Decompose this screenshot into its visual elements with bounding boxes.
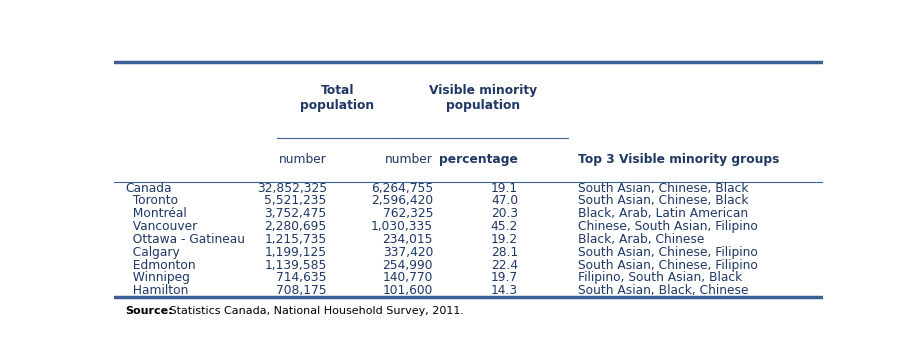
Text: 337,420: 337,420 (383, 246, 433, 259)
Text: Winnipeg: Winnipeg (125, 271, 190, 285)
Text: 6,264,755: 6,264,755 (371, 182, 433, 195)
Text: 2,280,695: 2,280,695 (264, 220, 327, 233)
Text: 22.4: 22.4 (491, 258, 518, 272)
Text: Ottawa - Gatineau: Ottawa - Gatineau (125, 233, 245, 246)
Text: South Asian, Chinese, Black: South Asian, Chinese, Black (579, 182, 749, 195)
Text: 32,852,325: 32,852,325 (257, 182, 327, 195)
Text: 45.2: 45.2 (491, 220, 518, 233)
Text: Montréal: Montréal (125, 207, 186, 220)
Text: 101,600: 101,600 (383, 284, 433, 297)
Text: Toronto: Toronto (125, 195, 178, 207)
Text: 708,175: 708,175 (276, 284, 327, 297)
Text: 14.3: 14.3 (491, 284, 518, 297)
Text: 1,030,335: 1,030,335 (371, 220, 433, 233)
Text: 234,015: 234,015 (382, 233, 433, 246)
Text: Edmonton: Edmonton (125, 258, 196, 272)
Text: 140,770: 140,770 (383, 271, 433, 285)
Text: 47.0: 47.0 (491, 195, 518, 207)
Text: 28.1: 28.1 (491, 246, 518, 259)
Text: Source:: Source: (125, 306, 173, 316)
Text: Top 3 Visible minority groups: Top 3 Visible minority groups (579, 153, 780, 166)
Text: South Asian, Chinese, Filipino: South Asian, Chinese, Filipino (579, 258, 758, 272)
Text: Total
population: Total population (301, 84, 375, 112)
Text: Filipino, South Asian, Black: Filipino, South Asian, Black (579, 271, 742, 285)
Text: Visible minority
population: Visible minority population (429, 84, 537, 112)
Text: number: number (279, 153, 327, 166)
Text: South Asian, Chinese, Filipino: South Asian, Chinese, Filipino (579, 246, 758, 259)
Text: 19.1: 19.1 (491, 182, 518, 195)
Text: 714,635: 714,635 (276, 271, 327, 285)
Text: 1,199,125: 1,199,125 (265, 246, 327, 259)
Text: 254,990: 254,990 (382, 258, 433, 272)
Text: Source: Statistics Canada, National Household Survey, 2011.: Source: Statistics Canada, National Hous… (125, 306, 465, 316)
Text: 2,596,420: 2,596,420 (371, 195, 433, 207)
Text: South Asian, Black, Chinese: South Asian, Black, Chinese (579, 284, 749, 297)
Text: 5,521,235: 5,521,235 (264, 195, 327, 207)
Text: 1,139,585: 1,139,585 (264, 258, 327, 272)
Text: Canada: Canada (125, 182, 172, 195)
Text: Chinese, South Asian, Filipino: Chinese, South Asian, Filipino (579, 220, 758, 233)
Text: Calgary: Calgary (125, 246, 180, 259)
Text: number: number (385, 153, 433, 166)
Text: Vancouver: Vancouver (125, 220, 197, 233)
Text: 20.3: 20.3 (491, 207, 518, 220)
Text: 19.7: 19.7 (491, 271, 518, 285)
Text: 1,215,735: 1,215,735 (264, 233, 327, 246)
Text: percentage: percentage (439, 153, 518, 166)
Text: Black, Arab, Chinese: Black, Arab, Chinese (579, 233, 705, 246)
Text: Black, Arab, Latin American: Black, Arab, Latin American (579, 207, 749, 220)
Text: 762,325: 762,325 (382, 207, 433, 220)
Text: 3,752,475: 3,752,475 (264, 207, 327, 220)
Text: South Asian, Chinese, Black: South Asian, Chinese, Black (579, 195, 749, 207)
Text: Statistics Canada, National Household Survey, 2011.: Statistics Canada, National Household Su… (166, 306, 464, 316)
Text: 19.2: 19.2 (491, 233, 518, 246)
Text: Hamilton: Hamilton (125, 284, 188, 297)
